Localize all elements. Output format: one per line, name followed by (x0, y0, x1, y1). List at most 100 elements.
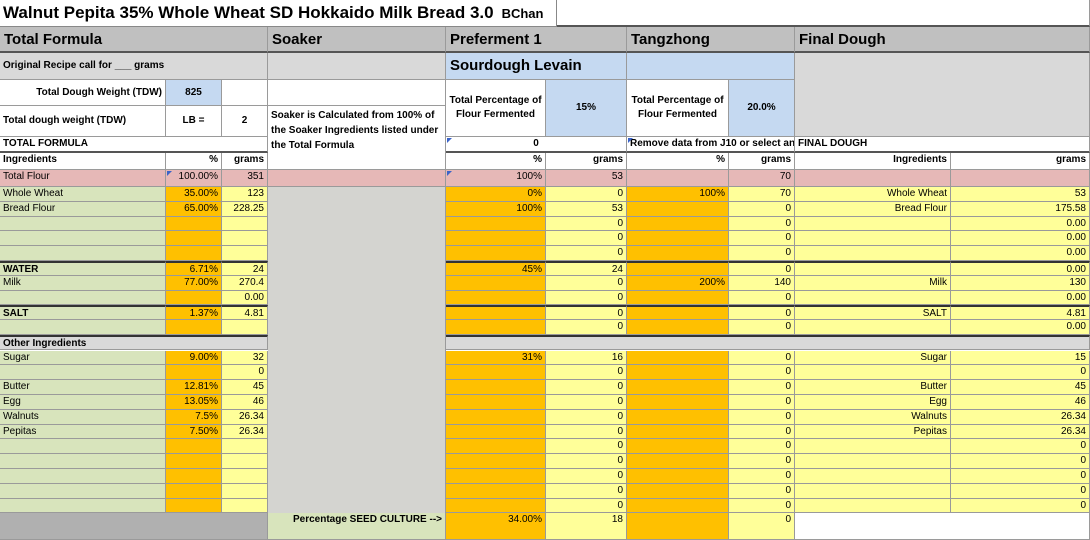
tangzhong-blank[interactable] (627, 53, 795, 80)
tz-ingredient-pct[interactable] (627, 202, 729, 217)
pf-ingredient-pct[interactable]: 31% (446, 351, 546, 365)
tz-ingredient-pct[interactable] (627, 469, 729, 484)
fd-ingredient-grams[interactable]: 0.00 (951, 231, 1090, 246)
fd-ingredient-grams[interactable]: 0 (951, 454, 1090, 469)
pf-ingredient-pct[interactable] (446, 246, 546, 261)
ingredient-pct[interactable]: 1.37% (166, 305, 222, 320)
pf-ingredient-grams[interactable]: 0 (546, 499, 627, 513)
pf-ingredient-pct[interactable] (446, 276, 546, 291)
original-recipe-label[interactable]: Original Recipe call for ___ grams (0, 53, 268, 80)
pf-ingredient-grams[interactable]: 0 (546, 365, 627, 380)
tz-ingredient-grams[interactable]: 0 (729, 261, 795, 276)
ingredient-name[interactable]: WATER (0, 261, 166, 276)
fd-ingredient-grams[interactable]: 46 (951, 395, 1090, 410)
ingredient-pct[interactable] (166, 365, 222, 380)
ingredient-name[interactable]: Egg (0, 395, 166, 410)
tz-ingredient-grams[interactable]: 0 (729, 454, 795, 469)
pf-ingredient-grams[interactable]: 0 (546, 484, 627, 499)
tz-ingredient-pct[interactable] (627, 305, 729, 320)
ingredient-grams[interactable]: 26.34 (222, 410, 268, 425)
seed-culture-pct[interactable]: 34.00% (446, 513, 546, 540)
tz-ingredient-grams[interactable]: 0 (729, 231, 795, 246)
tz-ingredient-pct[interactable] (627, 410, 729, 425)
pf-ingredient-grams[interactable]: 0 (546, 305, 627, 320)
tz-ingredient-grams[interactable]: 0 (729, 305, 795, 320)
ingredient-pct[interactable]: 65.00% (166, 202, 222, 217)
ingredient-pct[interactable]: 13.05% (166, 395, 222, 410)
tz-ingredient-grams[interactable]: 0 (729, 395, 795, 410)
final-dough-header-blank[interactable] (795, 53, 1090, 137)
tz-ingredient-grams[interactable]: 140 (729, 276, 795, 291)
fd-ingredient-name[interactable] (795, 469, 951, 484)
ingredient-pct[interactable] (166, 320, 222, 335)
ingredient-name[interactable] (0, 217, 166, 231)
tz-ingredient-grams[interactable]: 0 (729, 484, 795, 499)
sourdough-levain-label[interactable]: Sourdough Levain (446, 53, 627, 80)
fd-ingredient-name[interactable] (795, 231, 951, 246)
ingredient-name[interactable]: Butter (0, 380, 166, 395)
fd-ingredient-grams[interactable]: 0 (951, 499, 1090, 513)
pf-ingredient-pct[interactable] (446, 395, 546, 410)
pf-flour-pct[interactable]: 100% (446, 170, 546, 187)
fd-ingredient-grams[interactable]: 175.58 (951, 202, 1090, 217)
ingredient-name[interactable]: Pepitas (0, 425, 166, 439)
tz-ingredient-pct[interactable] (627, 395, 729, 410)
seed-culture-grams[interactable]: 18 (546, 513, 627, 540)
ingredient-name[interactable] (0, 231, 166, 246)
tz-ingredient-grams[interactable]: 0 (729, 380, 795, 395)
tz-ingredient-grams[interactable]: 0 (729, 425, 795, 439)
tz-ingredient-grams[interactable]: 0 (729, 365, 795, 380)
pf-ingredient-grams[interactable]: 0 (546, 276, 627, 291)
pf-ingredient-grams[interactable]: 0 (546, 246, 627, 261)
section-final-dough[interactable]: Final Dough (795, 27, 1090, 53)
tz-ingredient-pct[interactable] (627, 320, 729, 335)
tz-ingredient-grams[interactable]: 0 (729, 499, 795, 513)
ingredient-grams[interactable] (222, 499, 268, 513)
pf-ingredient-pct[interactable] (446, 231, 546, 246)
fd-ingredient-grams[interactable]: 26.34 (951, 425, 1090, 439)
pf-ingredient-grams[interactable]: 0 (546, 395, 627, 410)
tz-ingredient-pct[interactable] (627, 261, 729, 276)
tz-ingredient-pct[interactable] (627, 499, 729, 513)
ingredient-pct[interactable] (166, 291, 222, 305)
ingredient-grams[interactable] (222, 217, 268, 231)
pf-ingredient-grams[interactable]: 0 (546, 410, 627, 425)
fd-ingredient-grams[interactable]: 4.81 (951, 305, 1090, 320)
ingredient-grams[interactable]: 0.00 (222, 291, 268, 305)
ingredient-name[interactable] (0, 439, 166, 454)
fd-ingredient-name[interactable] (795, 454, 951, 469)
pf-ingredient-pct[interactable]: 0% (446, 187, 546, 202)
tz-ingredient-grams[interactable]: 0 (729, 217, 795, 231)
ingredient-pct[interactable] (166, 484, 222, 499)
fd-ingredient-grams[interactable]: 0 (951, 439, 1090, 454)
ingredient-name[interactable]: Walnuts (0, 410, 166, 425)
ingredient-name[interactable] (0, 365, 166, 380)
fd-ingredient-grams[interactable]: 0.00 (951, 217, 1090, 231)
pf-ingredient-grams[interactable]: 0 (546, 291, 627, 305)
ingredient-pct[interactable] (166, 217, 222, 231)
fd-ingredient-grams[interactable]: 0.00 (951, 320, 1090, 335)
pf-flour-fermented-value[interactable]: 15% (546, 80, 627, 137)
ingredient-pct[interactable]: 9.00% (166, 351, 222, 365)
ingredient-grams[interactable] (222, 439, 268, 454)
ingredient-grams[interactable]: 270.4 (222, 276, 268, 291)
section-preferment[interactable]: Preferment 1 (446, 27, 627, 53)
ingredient-pct[interactable] (166, 231, 222, 246)
tz-flour-grams[interactable]: 70 (729, 170, 795, 187)
pf-flour-grams[interactable]: 53 (546, 170, 627, 187)
fd-ingredient-name[interactable] (795, 499, 951, 513)
pf-ingredient-pct[interactable] (446, 439, 546, 454)
pf-ingredient-pct[interactable] (446, 365, 546, 380)
ingredient-pct[interactable] (166, 499, 222, 513)
fd-ingredient-name[interactable]: Walnuts (795, 410, 951, 425)
ingredient-grams[interactable]: 46 (222, 395, 268, 410)
ingredient-grams[interactable]: 32 (222, 351, 268, 365)
tz-ingredient-pct[interactable] (627, 231, 729, 246)
pf-ingredient-pct[interactable] (446, 425, 546, 439)
tz-ingredient-pct[interactable] (627, 217, 729, 231)
ingredient-pct[interactable] (166, 439, 222, 454)
fd-ingredient-name[interactable]: Whole Wheat (795, 187, 951, 202)
tz-ingredient-grams[interactable]: 0 (729, 351, 795, 365)
ingredient-pct[interactable] (166, 454, 222, 469)
fd-ingredient-name[interactable] (795, 484, 951, 499)
